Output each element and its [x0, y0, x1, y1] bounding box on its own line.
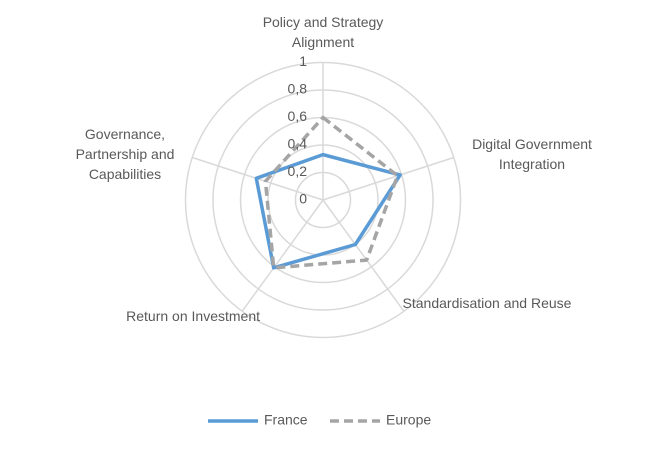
series-line: [263, 115, 400, 270]
series-line: [254, 152, 402, 270]
category-label: Policy and Strategy Alignment: [262, 14, 384, 50]
legend-label: Europe: [386, 412, 431, 428]
y-tick-label: 0,2: [288, 163, 308, 179]
legend-label: France: [264, 412, 308, 428]
category-label: Standardisation and Reuse: [402, 295, 572, 311]
category-label: Governance, Partnership and Capabilities: [75, 126, 175, 182]
spoke: [322, 156, 455, 201]
y-tick-label: 0,8: [288, 81, 308, 97]
y-tick-label: 0,4: [288, 136, 308, 152]
category-label: Digital Government Integration: [472, 136, 592, 172]
y-tick-label: 0: [299, 191, 307, 207]
category-label: Return on Investment: [126, 308, 260, 324]
spoke: [322, 199, 405, 312]
y-tick-label: 1: [299, 53, 307, 69]
y-tick-label: 0,6: [288, 108, 308, 124]
spoke: [241, 199, 324, 312]
